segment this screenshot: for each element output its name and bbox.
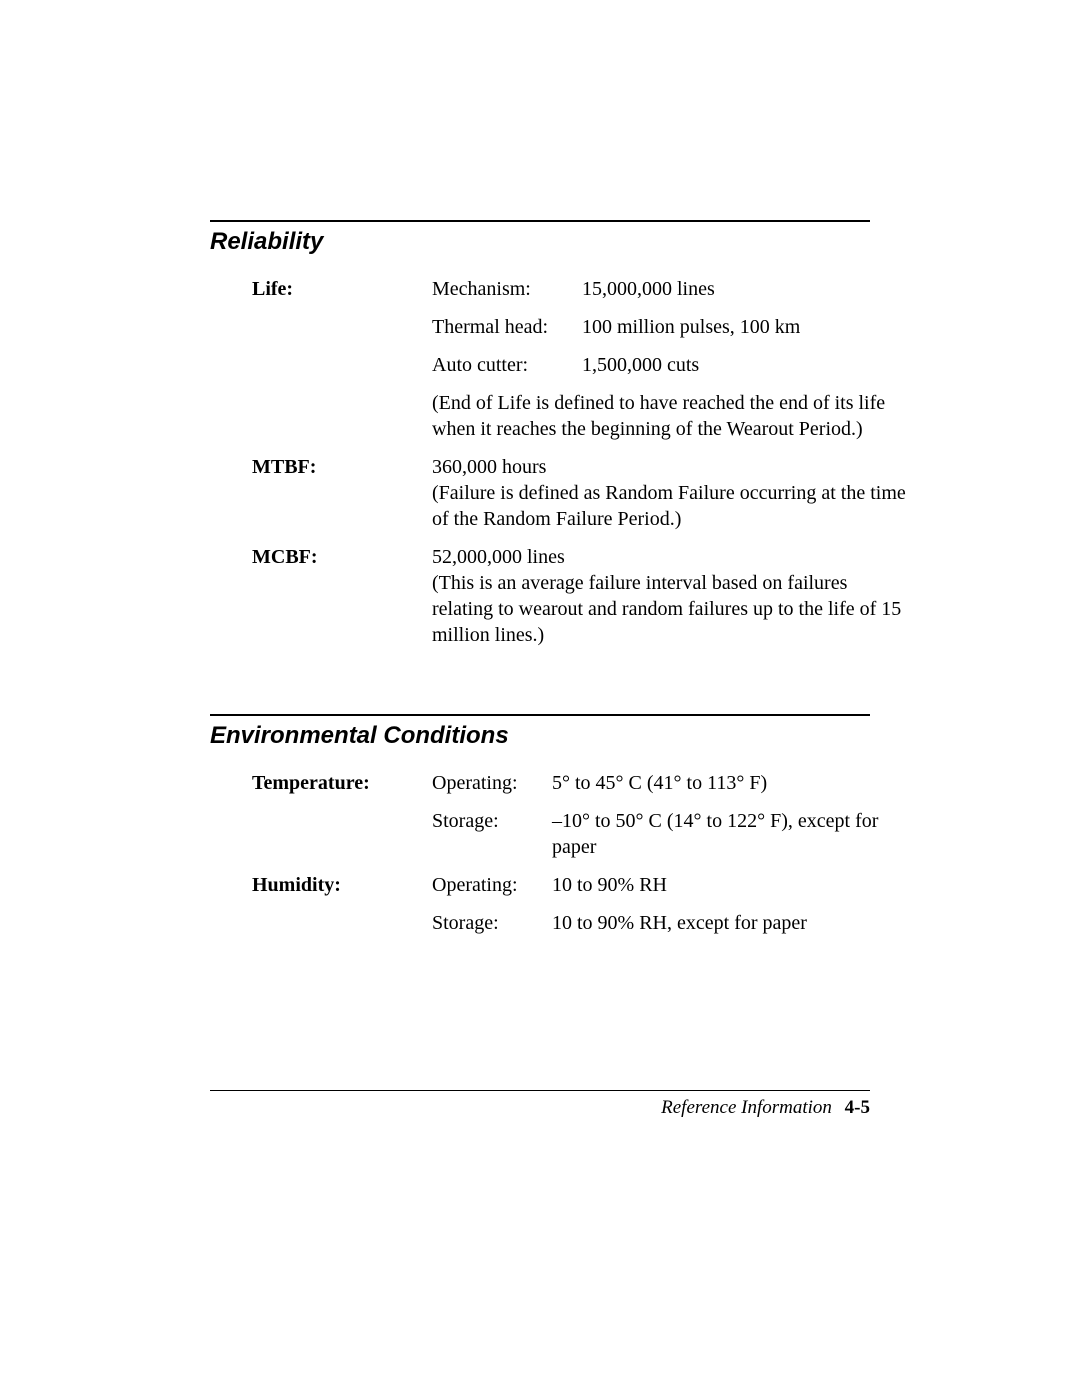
mcbf-label: MCBF:: [252, 538, 432, 654]
temperature-operating-value: 5° to 45° C (41° to 113° F): [552, 764, 912, 802]
table-row: MTBF: 360,000 hours (Failure is defined …: [252, 448, 912, 538]
table-row: (End of Life is defined to have reached …: [252, 384, 912, 448]
life-thermal-label: Thermal head:: [432, 308, 582, 346]
environmental-table: Temperature: Operating: 5° to 45° C (41°…: [252, 764, 912, 942]
page-content: Reliability Life: Mechanism: 15,000,000 …: [210, 220, 870, 942]
table-row: MCBF: 52,000,000 lines (This is an avera…: [252, 538, 912, 654]
life-thermal-value: 100 million pulses, 100 km: [582, 308, 912, 346]
environmental-title: Environmental Conditions: [210, 722, 870, 750]
humidity-operating-label: Operating:: [432, 866, 552, 904]
life-cutter-value: 1,500,000 cuts: [582, 346, 912, 384]
footer-text: Reference Information 4-5: [210, 1097, 870, 1119]
table-row: Storage: 10 to 90% RH, except for paper: [252, 904, 912, 942]
footer-rule: [210, 1090, 870, 1091]
life-mechanism-value: 15,000,000 lines: [582, 270, 912, 308]
environmental-section: Environmental Conditions Temperature: Op…: [210, 714, 870, 942]
table-row: Storage: –10° to 50° C (14° to 122° F), …: [252, 802, 912, 866]
mcbf-value: 52,000,000 lines (This is an average fai…: [432, 538, 912, 654]
page-footer: Reference Information 4-5: [210, 1090, 870, 1119]
mtbf-value: 360,000 hours (Failure is defined as Ran…: [432, 448, 912, 538]
table-row: Humidity: Operating: 10 to 90% RH: [252, 866, 912, 904]
temperature-operating-label: Operating:: [432, 764, 552, 802]
table-row: Thermal head: 100 million pulses, 100 km: [252, 308, 912, 346]
table-row: Life: Mechanism: 15,000,000 lines: [252, 270, 912, 308]
humidity-storage-label: Storage:: [432, 904, 552, 942]
mtbf-label: MTBF:: [252, 448, 432, 538]
reliability-title: Reliability: [210, 228, 870, 256]
life-note: (End of Life is defined to have reached …: [432, 384, 912, 448]
reliability-table: Life: Mechanism: 15,000,000 lines Therma…: [252, 270, 912, 654]
humidity-storage-value: 10 to 90% RH, except for paper: [552, 904, 912, 942]
life-mechanism-label: Mechanism:: [432, 270, 582, 308]
footer-page-number: 4-5: [845, 1097, 870, 1118]
footer-section: Reference Information: [661, 1097, 832, 1118]
humidity-operating-value: 10 to 90% RH: [552, 866, 912, 904]
table-row: Auto cutter: 1,500,000 cuts: [252, 346, 912, 384]
life-cutter-label: Auto cutter:: [432, 346, 582, 384]
temperature-storage-value: –10° to 50° C (14° to 122° F), except fo…: [552, 802, 912, 866]
reliability-rule: [210, 220, 870, 222]
humidity-label: Humidity:: [252, 866, 432, 904]
temperature-label: Temperature:: [252, 764, 432, 802]
life-label: Life:: [252, 270, 432, 308]
temperature-storage-label: Storage:: [432, 802, 552, 866]
table-row: Temperature: Operating: 5° to 45° C (41°…: [252, 764, 912, 802]
environmental-rule: [210, 714, 870, 716]
